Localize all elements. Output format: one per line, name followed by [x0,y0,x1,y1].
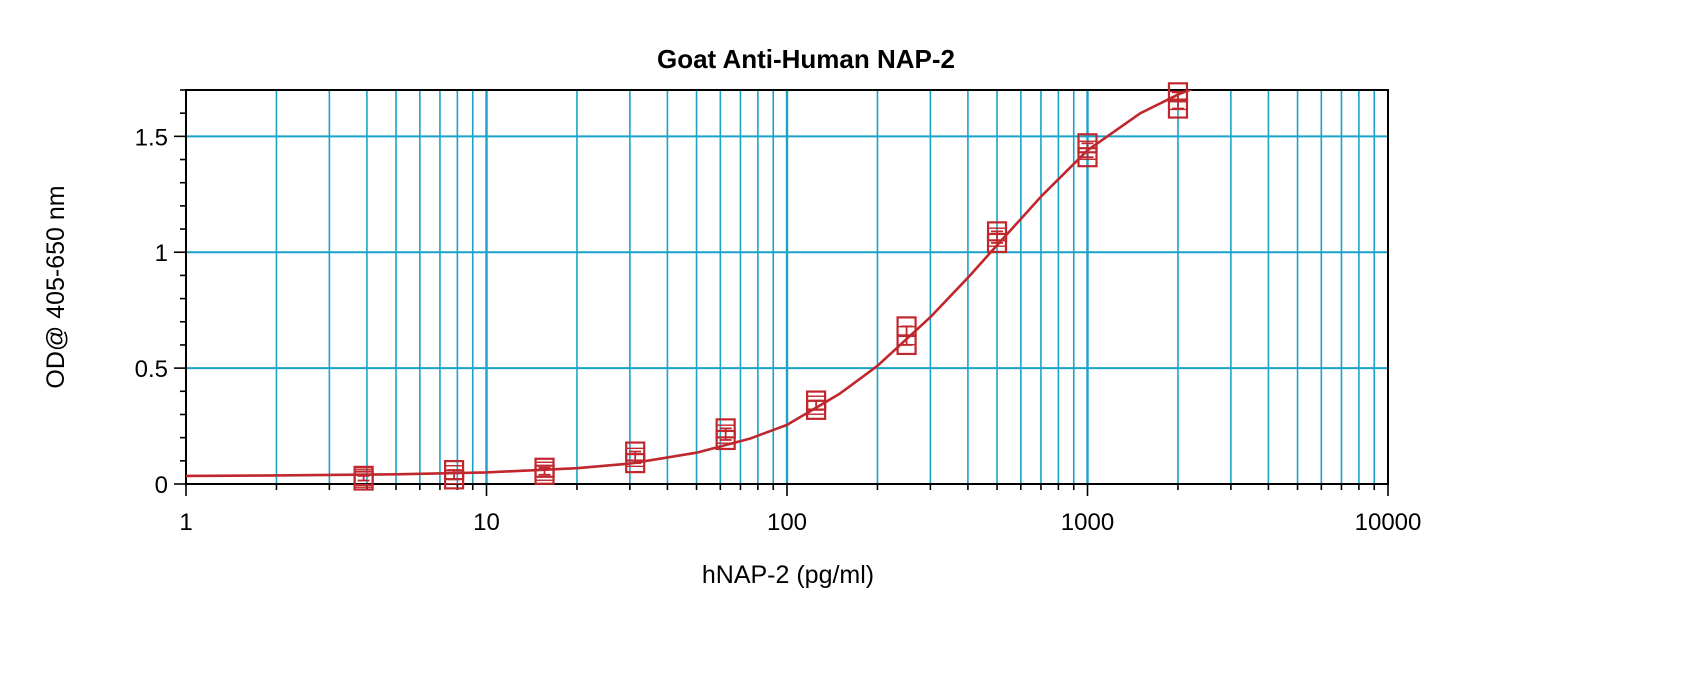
data-point [534,457,555,485]
square-marker [444,465,464,485]
data-point [1167,82,1189,119]
x-tick-label: 10000 [1355,509,1422,536]
data-points [353,82,1189,491]
axes: 0 0.5 1 1.5 1 10 100 1000 10000 [135,89,1422,536]
data-point [715,418,736,451]
square-marker [896,325,917,346]
square-marker [1077,140,1098,160]
data-point [625,441,646,474]
y-tick-label: 1.5 [135,124,168,151]
data-point [1077,133,1098,168]
square-marker [353,468,374,488]
square-marker [534,461,555,481]
x-axis-label: hNAP-2 (pg/ml) [702,561,874,589]
x-tick-label: 1000 [1061,509,1114,536]
x-tick-label: 10 [473,509,500,536]
data-point [353,465,374,491]
x-tick-label: 1 [179,509,192,536]
square-marker [987,227,1007,247]
y-tick-label: 0 [155,472,168,499]
data-point [443,459,465,490]
square-marker [625,447,645,468]
square-marker [1168,90,1188,111]
data-point [986,221,1008,254]
y-axis-label: OD@ 405-650 nm [42,185,70,388]
data-point [806,390,827,420]
square-marker [806,395,826,415]
data-point [896,316,917,356]
chart-title: Goat Anti-Human NAP-2 [657,44,955,74]
y-tick-label: 1 [155,240,168,267]
square-marker [715,424,736,444]
x-tick-label: 100 [767,509,807,536]
y-tick-label: 0.5 [135,356,168,383]
